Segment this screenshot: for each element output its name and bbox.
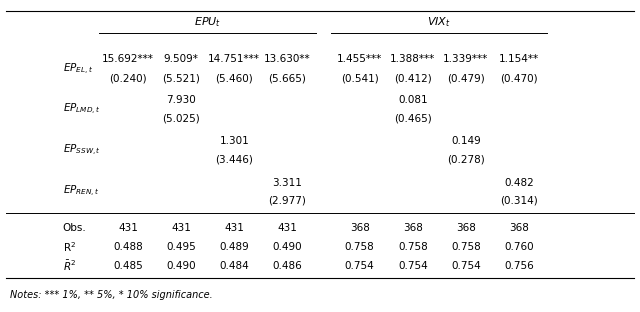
Text: (2.977): (2.977) — [268, 196, 307, 206]
Text: (0.470): (0.470) — [500, 74, 538, 84]
Text: 0.754: 0.754 — [345, 261, 374, 271]
Text: 7.930: 7.930 — [166, 95, 196, 105]
Text: 15.692***: 15.692*** — [102, 54, 154, 64]
Text: 0.758: 0.758 — [398, 242, 428, 252]
Text: 0.760: 0.760 — [504, 242, 534, 252]
Text: (0.412): (0.412) — [394, 74, 431, 84]
Text: 14.751***: 14.751*** — [208, 54, 260, 64]
Text: (0.314): (0.314) — [500, 196, 538, 206]
Text: 431: 431 — [277, 223, 298, 233]
Text: Notes: *** 1%, ** 5%, * 10% significance.: Notes: *** 1%, ** 5%, * 10% significance… — [10, 290, 212, 300]
Text: 431: 431 — [224, 223, 244, 233]
Text: 0.081: 0.081 — [398, 95, 428, 105]
Text: (0.479): (0.479) — [447, 74, 484, 84]
Text: 0.488: 0.488 — [113, 242, 143, 252]
Text: 0.486: 0.486 — [273, 261, 302, 271]
Text: $EP_{EL,t}$: $EP_{EL,t}$ — [63, 61, 93, 76]
Text: $EP_{SSW,t}$: $EP_{SSW,t}$ — [63, 143, 100, 158]
Text: 3.311: 3.311 — [273, 178, 302, 188]
Text: 0.754: 0.754 — [451, 261, 481, 271]
Text: (5.665): (5.665) — [268, 74, 307, 84]
Text: 1.301: 1.301 — [220, 136, 249, 146]
Text: 0.495: 0.495 — [166, 242, 196, 252]
Text: (0.465): (0.465) — [394, 114, 431, 124]
Text: 368: 368 — [456, 223, 476, 233]
Text: Obs.: Obs. — [63, 223, 86, 233]
Text: $\bar{R}^2$: $\bar{R}^2$ — [63, 259, 76, 273]
Text: 9.509*: 9.509* — [164, 54, 198, 64]
Text: 368: 368 — [509, 223, 529, 233]
Text: (0.240): (0.240) — [109, 74, 147, 84]
Text: 0.149: 0.149 — [451, 136, 481, 146]
Text: (3.446): (3.446) — [215, 154, 253, 164]
Text: 0.485: 0.485 — [113, 261, 143, 271]
Text: 368: 368 — [403, 223, 423, 233]
Text: 0.754: 0.754 — [398, 261, 428, 271]
Text: 0.758: 0.758 — [345, 242, 374, 252]
Text: (5.521): (5.521) — [162, 74, 200, 84]
Text: (5.460): (5.460) — [216, 74, 253, 84]
Text: $EPU_t$: $EPU_t$ — [194, 15, 221, 29]
Text: 1.154**: 1.154** — [499, 54, 539, 64]
Text: 1.339***: 1.339*** — [444, 54, 488, 64]
Text: $EP_{REN,t}$: $EP_{REN,t}$ — [63, 184, 99, 199]
Text: $VIX_t$: $VIX_t$ — [427, 15, 451, 29]
Text: 0.756: 0.756 — [504, 261, 534, 271]
Text: 431: 431 — [171, 223, 191, 233]
Text: 0.482: 0.482 — [504, 178, 534, 188]
Text: 368: 368 — [349, 223, 370, 233]
Text: 13.630**: 13.630** — [264, 54, 310, 64]
Text: 1.388***: 1.388*** — [390, 54, 435, 64]
Text: 0.484: 0.484 — [220, 261, 249, 271]
Text: 0.489: 0.489 — [220, 242, 249, 252]
Text: 0.490: 0.490 — [166, 261, 196, 271]
Text: (0.278): (0.278) — [447, 154, 484, 164]
Text: 0.758: 0.758 — [451, 242, 481, 252]
Text: (0.541): (0.541) — [341, 74, 378, 84]
Text: 0.490: 0.490 — [273, 242, 302, 252]
Text: R$^2$: R$^2$ — [63, 240, 76, 254]
Text: 431: 431 — [118, 223, 138, 233]
Text: $EP_{LMD,t}$: $EP_{LMD,t}$ — [63, 102, 100, 117]
Text: (5.025): (5.025) — [163, 114, 200, 124]
Text: 1.455***: 1.455*** — [337, 54, 382, 64]
